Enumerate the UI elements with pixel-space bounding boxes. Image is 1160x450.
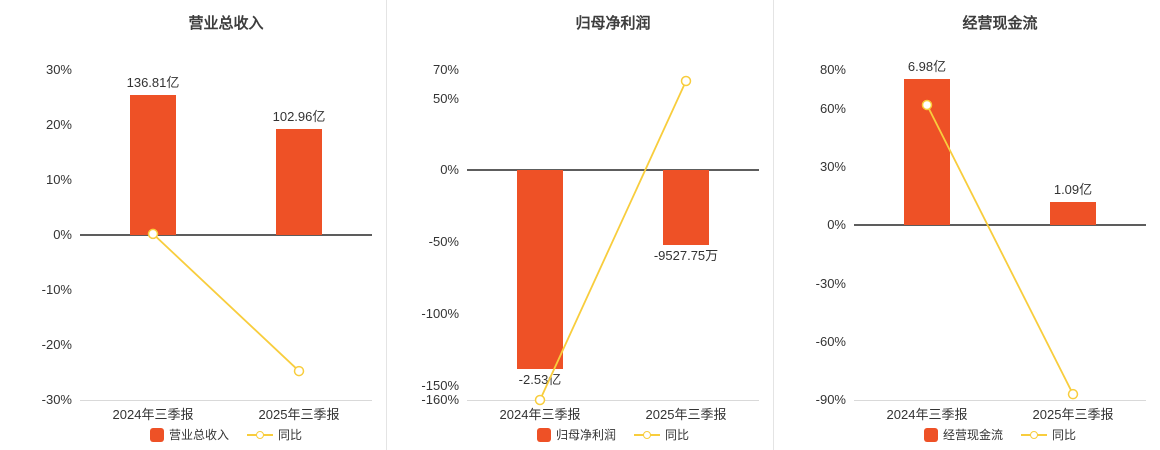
x-axis-category-label: 2024年三季报 <box>112 407 194 422</box>
chart-title: 经营现金流 <box>962 15 1038 32</box>
y-axis-tick-label: 0% <box>53 227 72 242</box>
y-axis-tick-label: 0% <box>827 217 846 233</box>
y-axis-tick-label: -30% <box>815 275 846 291</box>
y-axis-tick-label: 30% <box>45 62 72 77</box>
zero-value-line <box>80 234 372 236</box>
zero-value-line <box>467 169 759 172</box>
bar-value-label: 102.96亿 <box>272 109 326 125</box>
yoy-data-marker-icon <box>1067 388 1079 400</box>
x-axis-category-label: 2025年三季报 <box>258 407 340 422</box>
y-axis-tick-label: 0% <box>440 162 459 178</box>
y-axis-tick-label: 50% <box>432 90 459 106</box>
x-axis-category-label: 2024年三季报 <box>499 407 581 422</box>
legend-circle-marker-icon <box>256 430 264 439</box>
chart-plot-1: 30% 20% 10% 0% -10% -20% -30% 136.81亿 2024年三季报 10… <box>0 0 386 450</box>
bar-2024年三季报 <box>517 170 563 370</box>
x-axis-baseline <box>854 400 1146 401</box>
chart-plot-2: 70% 50% 0% -50% -100% -150% -160% -2.53亿 2024年三季… <box>387 0 773 450</box>
yoy-data-marker-icon <box>293 365 305 377</box>
chart-legend: 归母净利润 同比 <box>467 426 759 443</box>
legend-item-line-series[interactable]: 同比 <box>634 426 689 443</box>
bar-2025年三季报 <box>276 129 322 235</box>
bar-2025年三季报 <box>663 170 709 246</box>
legend-label: 归母净利润 <box>555 428 616 442</box>
bar-2025年三季报 <box>1050 202 1096 226</box>
yoy-trend-line <box>152 233 300 372</box>
legend-item-bar-series[interactable]: 归母净利润 <box>536 426 616 443</box>
legend-item-line-series[interactable]: 同比 <box>247 426 302 443</box>
line-series-symbol-icon <box>1021 429 1047 441</box>
legend-circle-marker-icon <box>1030 430 1038 439</box>
bar-series-swatch-icon <box>149 427 164 442</box>
line-series-symbol-icon <box>634 429 660 441</box>
y-axis-tick-label: 20% <box>45 117 72 132</box>
chart-panel-operating-revenue: 营业总收入 30% 20% 10% 0% -10% -20% -30% 136.81亿 2024… <box>0 0 386 450</box>
y-axis-tick-label: -90% <box>815 392 846 407</box>
legend-item-bar-series[interactable]: 经营现金流 <box>923 426 1003 443</box>
y-axis-tick-label: 10% <box>45 172 72 187</box>
legend-label: 同比 <box>665 428 690 442</box>
y-axis-tick-label: 80% <box>819 62 846 77</box>
x-axis-category-label: 2024年三季报 <box>886 407 968 422</box>
chart-plot-3: 80% 60% 30% 0% -30% -60% -90% 6.98亿 2024年三季报 1.09… <box>774 0 1160 450</box>
y-axis-tick-label: -100% <box>421 305 459 321</box>
y-axis-tick-label: -10% <box>41 282 72 297</box>
bar-value-label: -2.53亿 <box>518 372 562 388</box>
bar-value-label: 136.81亿 <box>126 74 180 90</box>
zero-value-line <box>854 224 1146 227</box>
bar-series-swatch-icon <box>923 427 938 442</box>
y-axis-tick-label: -150% <box>421 377 459 393</box>
x-axis-baseline <box>467 400 759 401</box>
chart-panel-operating-cash-flow: 经营现金流 80% 60% 30% 0% -30% -60% -90% 6.98亿 2024年三… <box>773 0 1160 450</box>
yoy-data-marker-icon <box>680 75 692 87</box>
y-axis-tick-label: -30% <box>41 392 72 407</box>
x-axis-category-label: 2025年三季报 <box>645 407 727 422</box>
chart-title: 归母净利润 <box>575 15 651 32</box>
bar-series-swatch-icon <box>536 427 551 442</box>
legend-item-bar-series[interactable]: 营业总收入 <box>149 426 229 443</box>
chart-panel-net-profit: 归母净利润 70% 50% 0% -50% -100% -150% -160% -2.53亿 2… <box>386 0 773 450</box>
legend-circle-marker-icon <box>643 430 651 439</box>
legend-label: 同比 <box>278 428 303 442</box>
bar-2024年三季报 <box>904 78 950 226</box>
chart-title: 营业总收入 <box>188 15 264 32</box>
bar-value-label: 1.09亿 <box>1053 182 1093 198</box>
y-axis-tick-label: 70% <box>432 62 459 77</box>
bar-value-label: 6.98亿 <box>907 58 947 74</box>
y-axis-tick-label: -20% <box>41 337 72 352</box>
chart-legend: 经营现金流 同比 <box>854 426 1146 443</box>
bar-value-label: -9527.75万 <box>653 248 719 264</box>
bar-2024年三季报 <box>130 94 176 235</box>
line-series-symbol-icon <box>247 429 273 441</box>
chart-legend: 营业总收入 同比 <box>80 426 372 443</box>
y-axis-tick-label: 60% <box>819 100 846 116</box>
y-axis-tick-label: -60% <box>815 333 846 349</box>
legend-label: 同比 <box>1052 428 1077 442</box>
y-axis-tick-label: 30% <box>819 159 846 175</box>
y-axis-tick-label: -50% <box>428 234 459 250</box>
y-axis-tick-label: -160% <box>421 392 459 407</box>
legend-item-line-series[interactable]: 同比 <box>1021 426 1076 443</box>
x-axis-category-label: 2025年三季报 <box>1032 407 1114 422</box>
legend-label: 经营现金流 <box>942 428 1003 442</box>
x-axis-baseline <box>80 400 372 401</box>
legend-label: 营业总收入 <box>168 428 229 442</box>
